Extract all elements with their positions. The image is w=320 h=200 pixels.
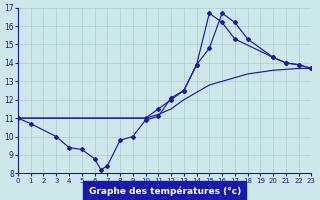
X-axis label: Graphe des températures (°c): Graphe des températures (°c) xyxy=(89,186,241,196)
